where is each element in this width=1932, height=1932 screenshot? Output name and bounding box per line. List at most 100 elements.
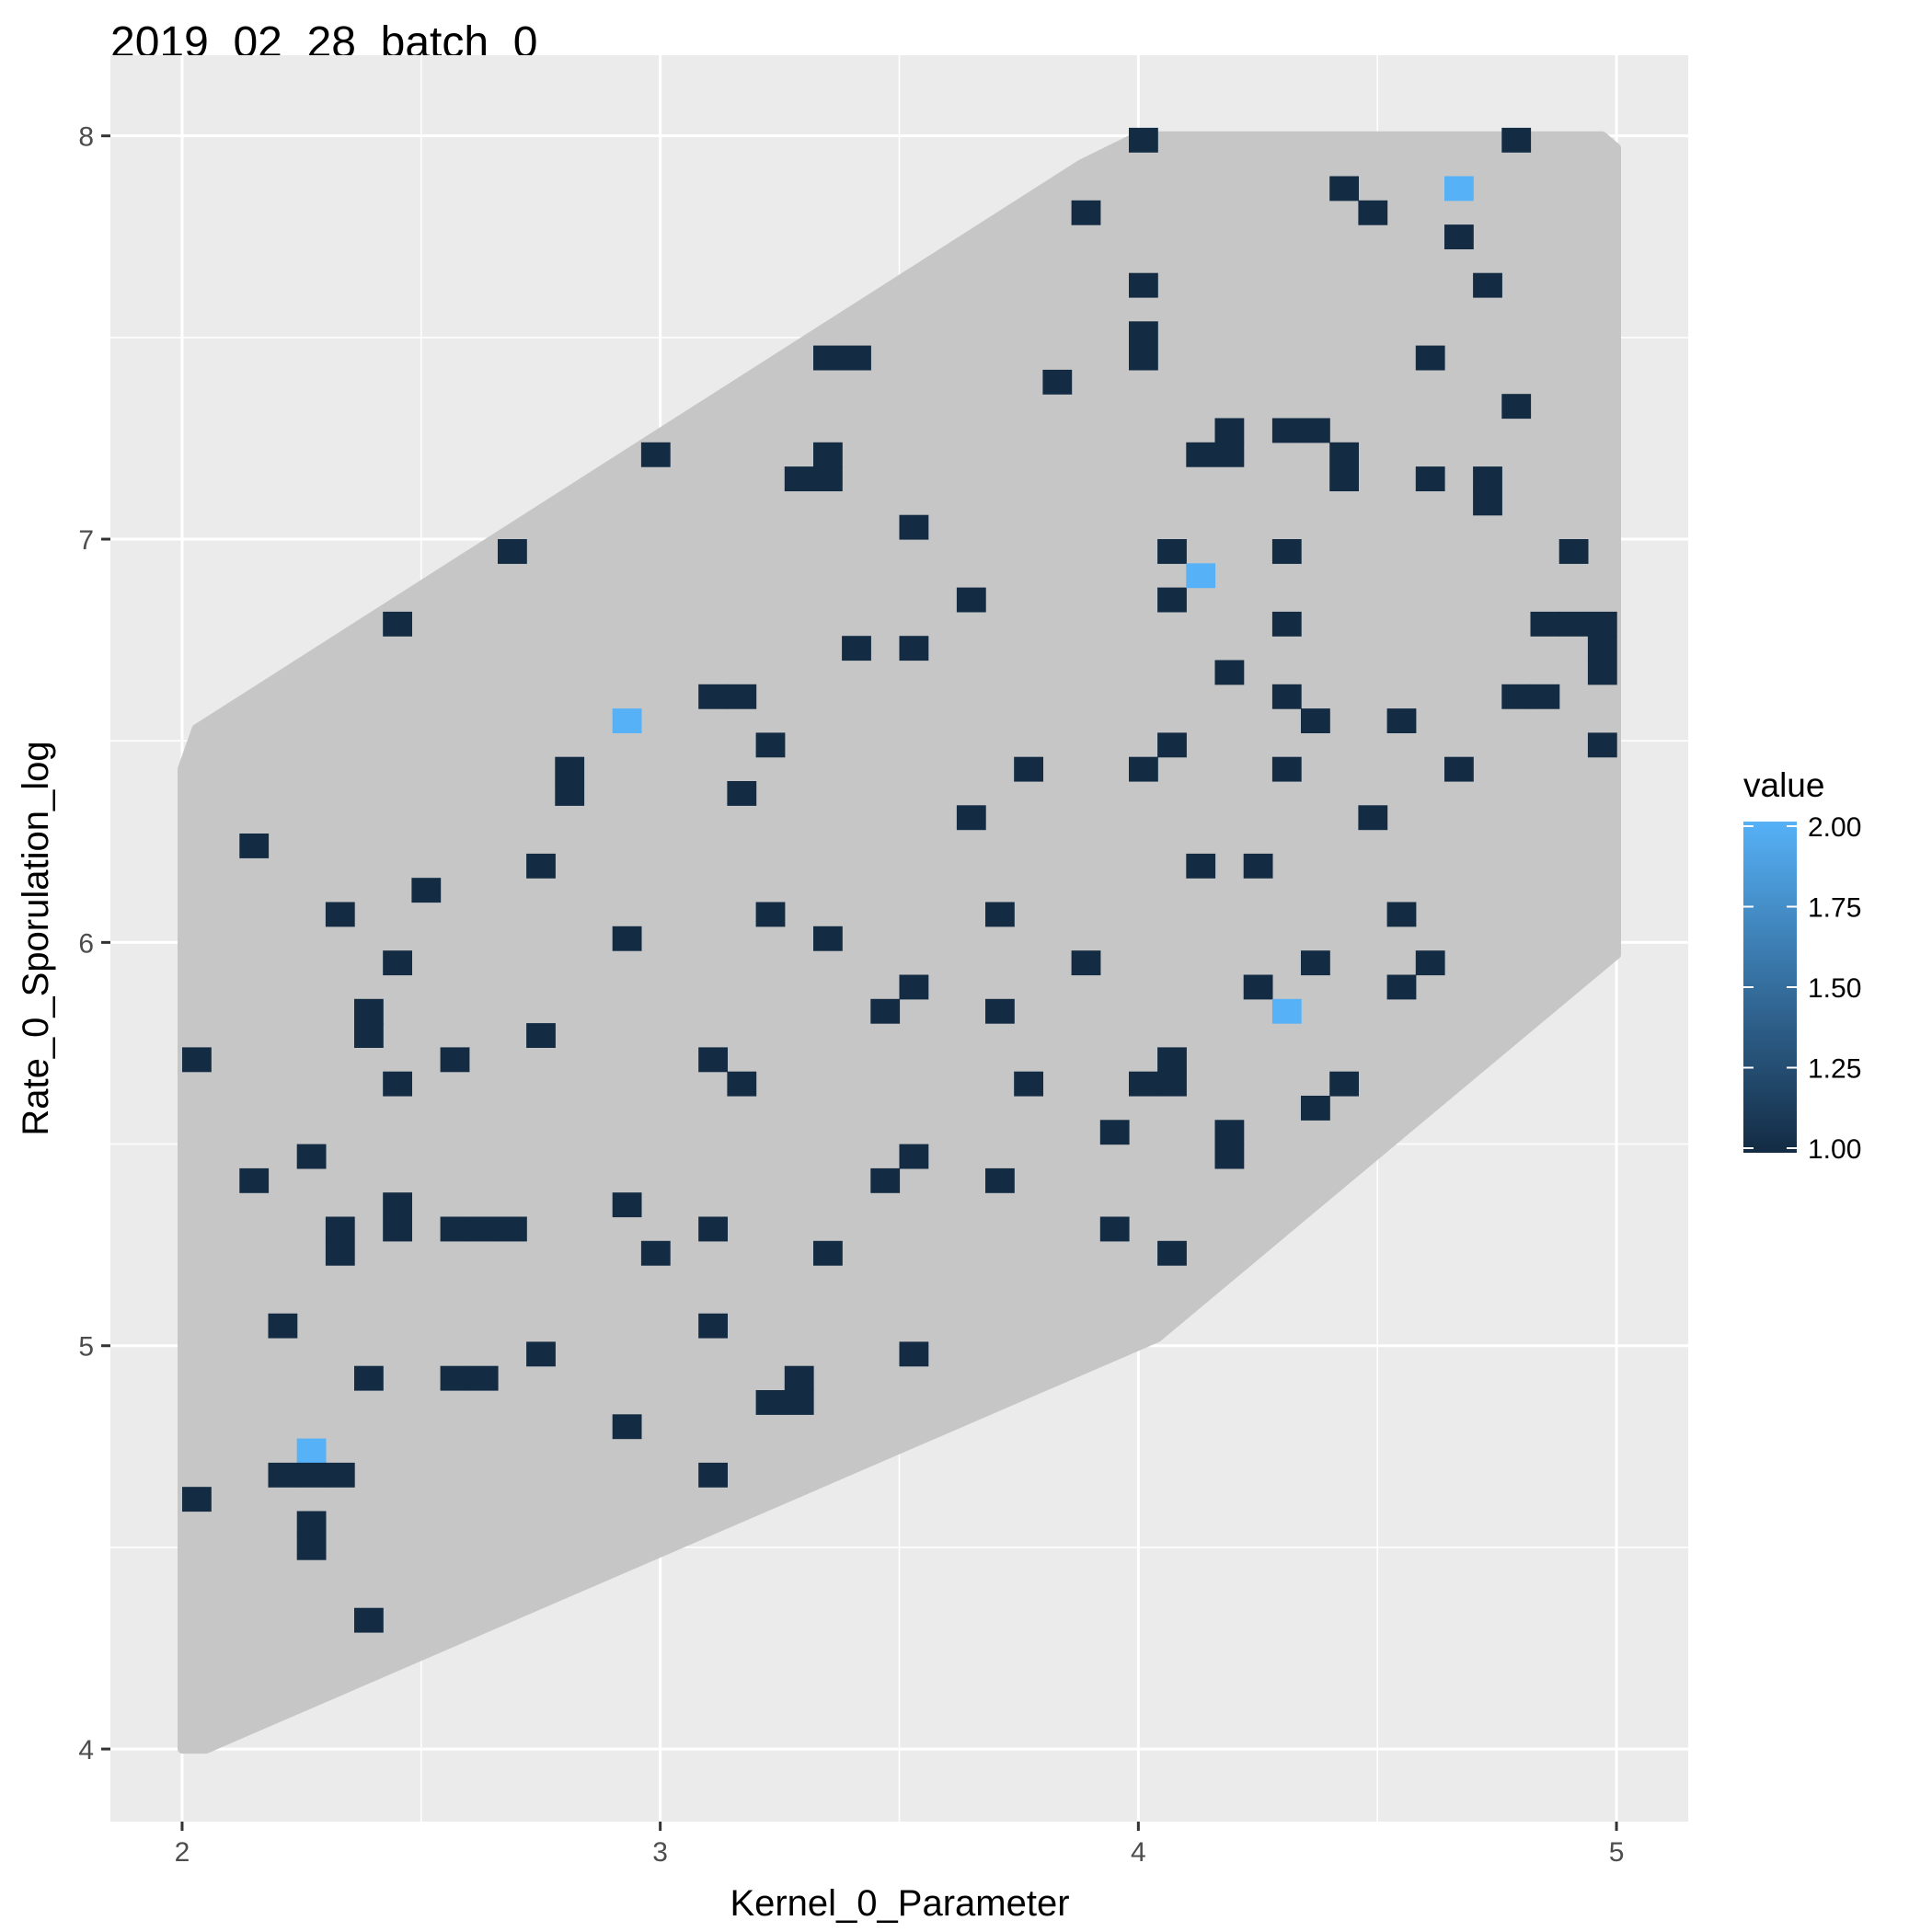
heatmap-cell [1214,660,1245,685]
heatmap-cell [1415,466,1445,491]
heatmap-cell [698,684,728,709]
heatmap-cell [354,1607,384,1633]
heatmap-cell [1558,539,1589,564]
heatmap-cell [354,1365,384,1391]
heatmap-cell [1301,950,1330,976]
heatmap-cell [1386,974,1417,1000]
heatmap-cell [1444,176,1474,201]
heatmap-cell [1042,369,1073,395]
heatmap-cell [1329,176,1359,201]
heatmap-cell [1444,756,1474,782]
heatmap-cell [1271,756,1302,782]
heatmap-cell [1186,442,1216,467]
heatmap-cell [354,998,384,1024]
heatmap-cell [640,442,671,467]
heatmap-cell [1129,345,1158,371]
heatmap-cell [1271,611,1302,637]
heatmap-cell [1587,636,1617,661]
heatmap-cell [182,1487,212,1512]
heatmap-cell [1501,684,1532,709]
heatmap-cell [870,1167,901,1193]
heatmap-cell [440,1216,470,1242]
heatmap-cell [698,1462,728,1488]
heatmap-cell [1473,272,1502,298]
heatmap-cell [1587,660,1617,685]
x-tick-label: 3 [652,1837,668,1868]
heatmap-cell [956,587,986,613]
heatmap-cell [1329,442,1359,467]
heatmap-cell [612,1192,642,1218]
heatmap-cell [268,1313,298,1339]
heatmap-cell [555,756,585,782]
heatmap-cell [612,1414,642,1440]
heatmap-cell [411,878,442,903]
heatmap-cell [1271,418,1302,443]
heatmap-cell [698,1216,728,1242]
heatmap-cell [698,1313,728,1339]
heatmap-cell [383,1216,412,1242]
heatmap-cell [1157,732,1187,758]
heatmap-cell [784,1390,814,1415]
heatmap-cell [899,1144,929,1169]
heatmap-cell [755,732,786,758]
heatmap-cell [526,853,556,879]
heatmap-cell [755,1390,786,1415]
heatmap-cell [383,1192,412,1218]
heatmap-cell [498,1216,527,1242]
heatmap-cell [239,834,270,858]
heatmap-cell [1415,345,1445,371]
heatmap-cell [296,1535,327,1560]
y-axis-title: Rate_0_Sporulation_log [16,741,56,1135]
heatmap-cell [1099,1216,1130,1242]
heatmap-cell [1129,321,1158,347]
heatmap-cell [1243,974,1273,1000]
heatmap-cell [1129,272,1158,298]
heatmap-cell [1071,200,1101,225]
legend-tick-label: 1.50 [1808,973,1861,1004]
heatmap-cell [813,926,843,951]
heatmap-cell [268,1462,298,1488]
x-tick-label: 5 [1609,1837,1625,1868]
heatmap-cells [182,127,1617,1633]
heatmap-cell [1129,756,1158,782]
heatmap-cell [612,926,642,951]
heatmap-cell [468,1365,499,1391]
heatmap-cell [1014,756,1043,782]
heatmap-cell [1473,466,1502,491]
heatmap-cell [555,781,585,806]
heatmap-cell [784,466,814,491]
heatmap-cell [985,1167,1015,1193]
heatmap-cell [1558,611,1589,637]
legend-tick-label: 1.25 [1808,1054,1861,1085]
heatmap-cell [1129,127,1158,153]
heatmap-cell [956,805,986,831]
heatmap-cell [1186,563,1216,589]
heatmap-cell [1530,684,1560,709]
heatmap-cell [1386,708,1417,733]
heatmap-cell [1358,200,1388,225]
heatmap-cell [1301,418,1330,443]
y-axis: 4 5 6 7 8 [78,122,110,1765]
heatmap-cell [440,1365,470,1391]
heatmap-cell [325,1240,355,1266]
heatmap-cell [354,1023,384,1048]
heatmap-cell [1301,1096,1330,1121]
heatmap-cell [813,442,843,467]
heatmap-cell [440,1047,470,1073]
heatmap-cell [296,1511,327,1536]
heatmap-cell [698,1047,728,1073]
heatmap-cell [1157,587,1187,613]
heatmap-cell [296,1438,327,1464]
heatmap-cell [899,636,929,661]
heatmap-cell [842,636,871,661]
x-axis: 2 3 4 5 [175,1822,1625,1868]
heatmap-cell [1329,1071,1359,1097]
legend-title: value [1743,766,1824,804]
heatmap-cell [727,781,757,806]
heatmap-cell [1014,1071,1043,1097]
heatmap-cell [727,684,757,709]
heatmap-cell [468,1216,499,1242]
heatmap-cell [899,1341,929,1367]
heatmap-cell [1386,902,1417,927]
